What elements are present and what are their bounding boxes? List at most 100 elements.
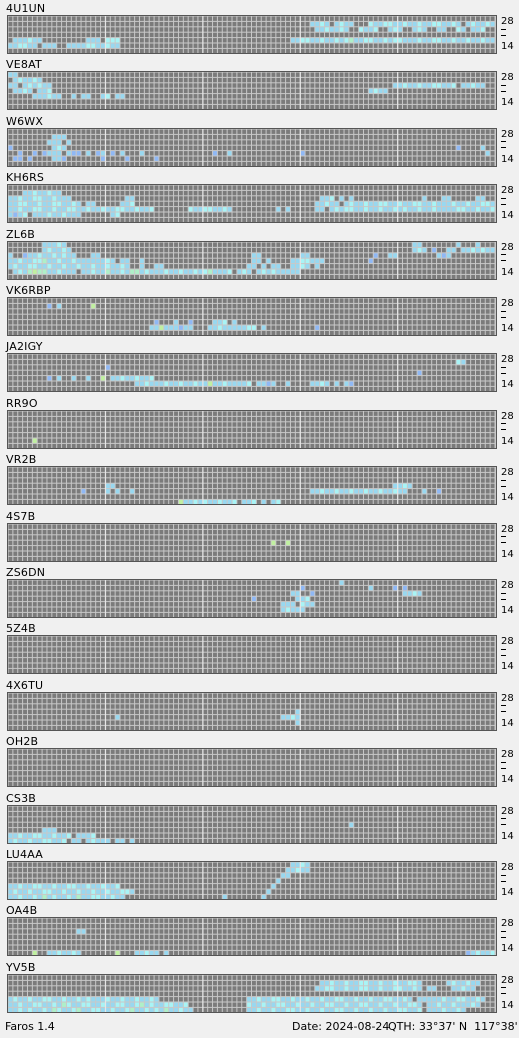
grid-cell	[227, 38, 232, 43]
grid-cell	[383, 105, 388, 110]
grid-cell	[451, 78, 456, 83]
grid-cell	[388, 27, 393, 32]
grid-cell	[178, 83, 183, 89]
grid-cell	[378, 365, 383, 371]
grid-cell	[364, 83, 368, 89]
grid-cell	[52, 161, 57, 166]
grid-cell	[276, 252, 281, 258]
grid-cell	[485, 43, 490, 48]
grid-cell	[227, 354, 232, 360]
grid-cell	[52, 360, 57, 365]
grid-cell	[476, 48, 480, 53]
grid-cell	[256, 134, 261, 140]
grid-cell	[86, 314, 91, 320]
grid-cell	[101, 298, 105, 303]
grid-cell	[334, 83, 339, 89]
grid-cell	[422, 72, 427, 78]
grid-cell	[476, 207, 480, 212]
grid-cell	[115, 298, 120, 303]
grid-cell	[101, 94, 105, 99]
grid-cell	[37, 89, 42, 94]
grid-cell	[290, 258, 295, 263]
grid-cell	[446, 32, 451, 38]
grid-cell	[364, 201, 368, 207]
grid-cell	[115, 365, 120, 371]
grid-cell	[364, 72, 368, 78]
grid-cell	[300, 140, 305, 145]
grid-cell	[130, 99, 135, 105]
propagation-grid	[7, 184, 497, 224]
grid-cell	[139, 212, 144, 218]
grid-cell	[144, 191, 149, 196]
grid-cell	[252, 303, 256, 309]
grid-cell	[364, 298, 368, 303]
grid-cell	[159, 381, 164, 387]
grid-cell	[125, 185, 130, 191]
grid-cell	[359, 242, 364, 247]
grid-cell	[256, 83, 261, 89]
grid-cell	[339, 314, 344, 320]
grid-cell	[300, 150, 305, 156]
grid-cell	[315, 330, 320, 335]
grid-cell	[490, 314, 495, 320]
grid-cell	[441, 196, 446, 201]
grid-cell	[354, 99, 359, 105]
grid-cell	[76, 376, 81, 381]
grid-cell	[485, 83, 490, 89]
grid-cell	[42, 201, 47, 207]
grid-cell	[62, 263, 66, 269]
grid-cell	[42, 309, 47, 314]
grid-cell	[242, 303, 247, 309]
grid-cell	[325, 191, 329, 196]
grid-cell	[247, 387, 251, 392]
grid-cell	[62, 72, 66, 78]
grid-cell	[130, 263, 135, 269]
grid-cell	[130, 43, 135, 48]
grid-cell	[62, 32, 66, 38]
grid-cell	[476, 309, 480, 314]
grid-cell	[125, 78, 130, 83]
grid-cell	[81, 387, 86, 392]
grid-cell	[300, 129, 305, 134]
grid-cell	[232, 27, 237, 32]
grid-cell	[159, 274, 164, 279]
grid-cell	[125, 330, 130, 335]
beacon-callsign: ZL6B	[6, 227, 36, 241]
grid-cell	[300, 27, 305, 32]
grid-cell	[339, 252, 344, 258]
grid-cell	[135, 72, 139, 78]
grid-cell	[208, 325, 213, 330]
grid-cell	[480, 145, 485, 150]
grid-cell	[349, 134, 354, 140]
grid-cell	[42, 94, 47, 99]
grid-cell	[407, 252, 412, 258]
grid-cell	[217, 365, 222, 371]
grid-cell	[252, 196, 256, 201]
grid-cell	[393, 325, 398, 330]
grid-cell	[208, 381, 213, 387]
grid-cell	[154, 78, 159, 83]
grid-cell	[276, 325, 281, 330]
grid-cell	[393, 242, 398, 247]
grid-cell	[8, 360, 13, 365]
grid-cell	[198, 247, 203, 252]
grid-cell	[222, 263, 227, 269]
grid-cell	[412, 43, 417, 48]
grid-cell	[183, 196, 188, 201]
grid-cell	[18, 150, 23, 156]
grid-cell	[441, 320, 446, 325]
grid-cell	[393, 371, 398, 376]
grid-cell	[227, 48, 232, 53]
grid-cell	[144, 247, 149, 252]
grid-cell	[412, 218, 417, 223]
grid-cell	[23, 269, 27, 274]
grid-cell	[373, 196, 378, 201]
grid-cell	[42, 191, 47, 196]
grid-cell	[432, 212, 437, 218]
grid-cell	[364, 16, 368, 21]
grid-cell	[149, 43, 154, 48]
grid-cell	[281, 27, 286, 32]
grid-cell	[490, 354, 495, 360]
grid-cell	[383, 207, 388, 212]
grid-cell	[485, 196, 490, 201]
